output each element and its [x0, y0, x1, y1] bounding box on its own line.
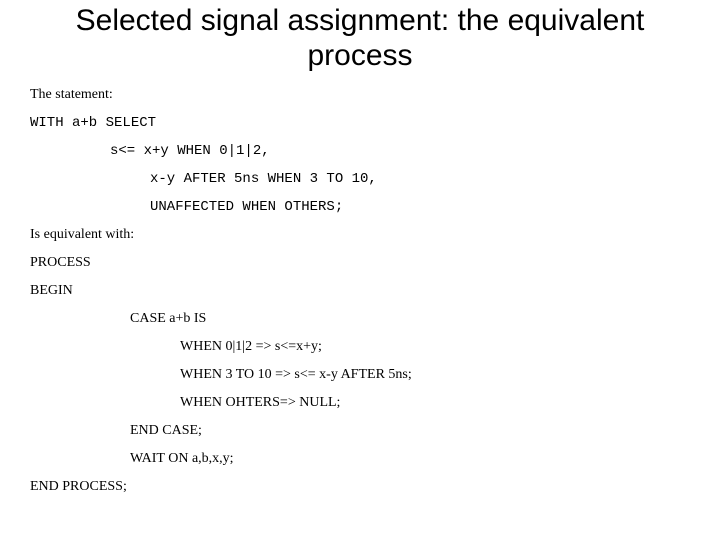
code-when-1: s<= x+y WHEN 0|1|2,: [110, 143, 690, 159]
slide-title: Selected signal assignment: the equivale…: [70, 4, 650, 73]
case-when-2: WHEN 3 TO 10 => s<= x-y AFTER 5ns;: [180, 367, 690, 383]
slide-container: Selected signal assignment: the equivale…: [0, 0, 720, 495]
case-when-3: WHEN OHTERS=> NULL;: [180, 395, 690, 411]
process-keyword: PROCESS: [30, 255, 690, 271]
case-when-1: WHEN 0|1|2 => s<=x+y;: [180, 339, 690, 355]
case-start: CASE a+b IS: [130, 311, 690, 327]
code-when-2: x-y AFTER 5ns WHEN 3 TO 10,: [150, 171, 690, 187]
code-when-3: UNAFFECTED WHEN OTHERS;: [150, 199, 690, 215]
end-case: END CASE;: [130, 423, 690, 439]
equivalent-label: Is equivalent with:: [30, 227, 690, 243]
wait-on: WAIT ON a,b,x,y;: [130, 451, 690, 467]
begin-keyword: BEGIN: [30, 283, 690, 299]
end-process: END PROCESS;: [30, 479, 690, 495]
code-with-select: WITH a+b SELECT: [30, 115, 690, 131]
statement-label: The statement:: [30, 87, 690, 103]
